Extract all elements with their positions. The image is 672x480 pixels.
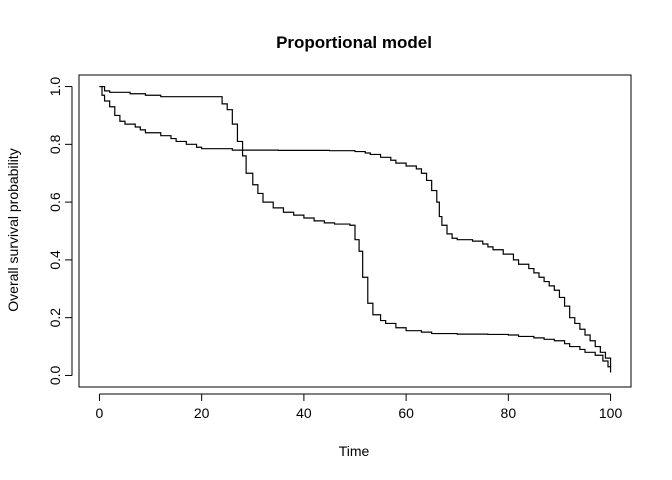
- y-tick-label-2: 0.4: [47, 250, 63, 270]
- x-tick-label-1: 20: [194, 405, 210, 421]
- x-tick-label-4: 80: [501, 405, 517, 421]
- y-tick-label-4: 0.8: [47, 134, 63, 154]
- x-tick-label-2: 40: [296, 405, 312, 421]
- survival-curve-2: [99, 85, 612, 367]
- survival-curve-1: [99, 85, 612, 373]
- y-tick-label-0: 0.0: [47, 366, 63, 386]
- plot-area: 0 20 40 60 80 100 0.0 0.2 0.4 0.6 0.8 1.0: [47, 74, 632, 421]
- chart-title: Proportional model: [276, 33, 432, 52]
- x-tick-label-0: 0: [96, 405, 104, 421]
- x-tick-label-3: 60: [398, 405, 414, 421]
- y-tick-label-3: 0.6: [47, 192, 63, 212]
- plot-frame: [78, 74, 632, 388]
- y-axis-label: Overall survival probability: [5, 148, 21, 311]
- y-tick-label-1: 0.2: [47, 308, 63, 328]
- x-axis-label: Time: [339, 443, 370, 459]
- x-tick-label-5: 100: [599, 405, 623, 421]
- y-tick-label-5: 1.0: [47, 77, 63, 97]
